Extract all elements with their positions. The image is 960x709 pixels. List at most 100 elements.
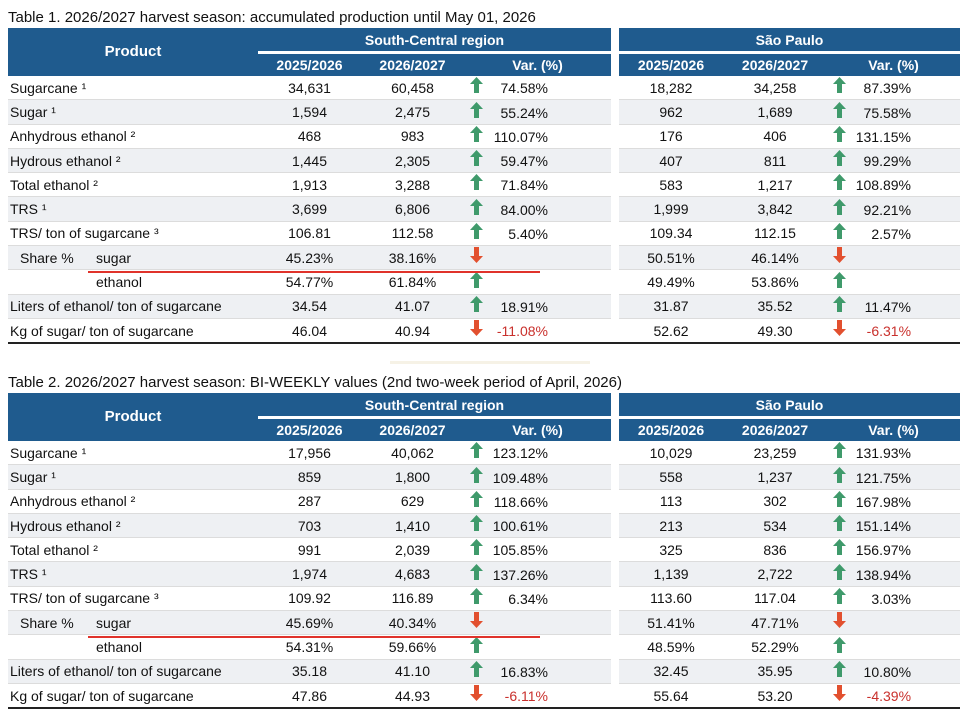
- arrow-down-icon: [470, 612, 486, 634]
- var-cell: [464, 635, 612, 660]
- var-value: 87.39%: [863, 80, 912, 97]
- table-row: Hydrous ethanol ² 703 1,410 100.61% 213 534 15…: [8, 513, 960, 539]
- var-cell: 11.47%: [827, 294, 960, 319]
- var-cell: 18.91%: [464, 294, 612, 319]
- region-header-south-central: South-Central region: [258, 28, 612, 54]
- table-row: Kg of sugar/ ton of sugarcane 47.86 44.93 -…: [8, 683, 960, 709]
- row-label: Anhydrous ethanol ²: [8, 125, 258, 149]
- row-label: ethanol: [8, 270, 258, 295]
- var-value: 110.07%: [493, 128, 548, 145]
- var-value: 131.93%: [855, 445, 912, 462]
- arrow-up-icon: [833, 490, 849, 513]
- value-cell: 468: [258, 125, 361, 149]
- arrow-up-icon: [833, 77, 849, 99]
- arrow-up-icon: [470, 77, 486, 99]
- value-cell: 534: [723, 513, 828, 539]
- region-header-sao-paulo: São Paulo: [619, 393, 960, 419]
- arrow-up-icon: [470, 101, 486, 124]
- value-cell: 983: [361, 125, 464, 149]
- var-cell: 131.93%: [827, 441, 960, 466]
- var-cell: 110.07%: [464, 125, 612, 149]
- value-cell: 176: [619, 125, 724, 149]
- var-cell: 3.03%: [827, 587, 960, 612]
- arrow-up-icon: [470, 223, 486, 245]
- value-cell: 45.23%: [258, 246, 361, 271]
- var-cell: 55.24%: [464, 100, 612, 125]
- row-label: TRS ¹: [8, 562, 258, 587]
- table-row: TRS ¹ 3,699 6,806 84.00% 1,999 3,842 92.21%: [8, 197, 960, 222]
- arrow-up-icon: [470, 466, 486, 489]
- value-cell: 23,259: [723, 441, 828, 466]
- value-cell: 406: [723, 125, 828, 149]
- value-cell: 112.15: [723, 222, 828, 247]
- value-cell: 54.77%: [258, 270, 361, 295]
- arrow-up-icon: [470, 490, 486, 513]
- arrow-down-icon: [833, 685, 849, 707]
- share-label: Share %: [20, 249, 74, 266]
- share-sub-label: ethanol: [96, 274, 142, 291]
- value-cell: 325: [619, 538, 724, 563]
- value-cell: 46.04: [258, 319, 361, 345]
- var-cell: 87.39%: [827, 76, 960, 101]
- value-cell: 35.18: [258, 659, 361, 684]
- table-row: Anhydrous ethanol ² 287 629 118.66% 113 302 16…: [8, 489, 960, 514]
- arrow-up-icon: [833, 150, 849, 172]
- arrow-down-icon: [833, 320, 849, 342]
- var-value: 131.15%: [855, 128, 912, 145]
- value-cell: 59.66%: [361, 635, 464, 660]
- var-cell: 6.34%: [464, 587, 612, 612]
- value-cell: 109.92: [258, 587, 361, 612]
- value-cell: 50.51%: [619, 246, 724, 271]
- var-value: 71.84%: [500, 177, 548, 194]
- row-label: Liters of ethanol/ ton of sugarcane: [8, 659, 258, 684]
- column-header: Var. (%): [827, 419, 960, 441]
- var-value: 18.91%: [500, 298, 548, 315]
- var-value: 138.94%: [855, 566, 912, 583]
- arrow-up-icon: [470, 271, 486, 294]
- table-row-share-sugar: Share % sugar 45.23% 38.16% 50.51% 46.14%: [8, 246, 960, 271]
- arrow-down-icon: [833, 247, 849, 269]
- table-row: Total ethanol ² 991 2,039 105.85% 325 836 156.…: [8, 538, 960, 563]
- row-label: Share % sugar: [8, 246, 258, 271]
- value-cell: 52.29%: [723, 635, 828, 660]
- value-cell: 35.52: [723, 294, 828, 319]
- row-label: Total ethanol ²: [8, 173, 258, 198]
- arrow-up-icon: [833, 223, 849, 245]
- arrow-up-icon: [833, 101, 849, 124]
- arrow-up-icon: [833, 588, 849, 610]
- var-value: 6.34%: [508, 591, 548, 608]
- var-value: 118.66%: [493, 493, 548, 510]
- value-cell: 1,594: [258, 100, 361, 125]
- arrow-up-icon: [470, 174, 486, 196]
- column-header: Var. (%): [827, 54, 960, 76]
- value-cell: 2,475: [361, 100, 464, 125]
- column-header: 2026/2027: [723, 54, 828, 76]
- value-cell: 583: [619, 173, 724, 198]
- var-cell: 100.61%: [464, 513, 612, 539]
- table-row: TRS/ ton of sugarcane ³ 106.81 112.58 5.40%…: [8, 221, 960, 247]
- value-cell: 34,258: [723, 76, 828, 101]
- var-value: 84.00%: [500, 201, 548, 218]
- var-cell: 99.29%: [827, 148, 960, 174]
- var-value: -4.39%: [866, 688, 912, 705]
- section-divider: [390, 361, 590, 364]
- value-cell: 4,683: [361, 562, 464, 587]
- table-caption-label: Table 1.: [8, 9, 61, 26]
- value-cell: 49.49%: [619, 270, 724, 295]
- var-cell: 167.98%: [827, 490, 960, 514]
- var-value: 3.03%: [871, 591, 912, 608]
- arrow-up-icon: [470, 563, 486, 586]
- table-block-1: Table 1. 2026/2027 harvest season: accum…: [8, 6, 960, 345]
- var-cell: 151.14%: [827, 513, 960, 539]
- value-cell: 302: [723, 490, 828, 514]
- var-cell: -6.11%: [464, 684, 612, 709]
- var-value: 108.89%: [855, 177, 912, 194]
- row-label: Kg of sugar/ ton of sugarcane: [8, 319, 258, 345]
- arrow-up-icon: [470, 198, 486, 221]
- arrow-up-icon: [470, 588, 486, 610]
- var-cell: 105.85%: [464, 538, 612, 563]
- table-caption-text: 2026/2027 harvest season: BI-WEEKLY valu…: [64, 374, 622, 391]
- arrow-up-icon: [470, 125, 486, 148]
- var-value: -6.31%: [866, 323, 912, 340]
- table-row: Sugar ¹ 859 1,800 109.48% 558 1,237 121.75%: [8, 465, 960, 490]
